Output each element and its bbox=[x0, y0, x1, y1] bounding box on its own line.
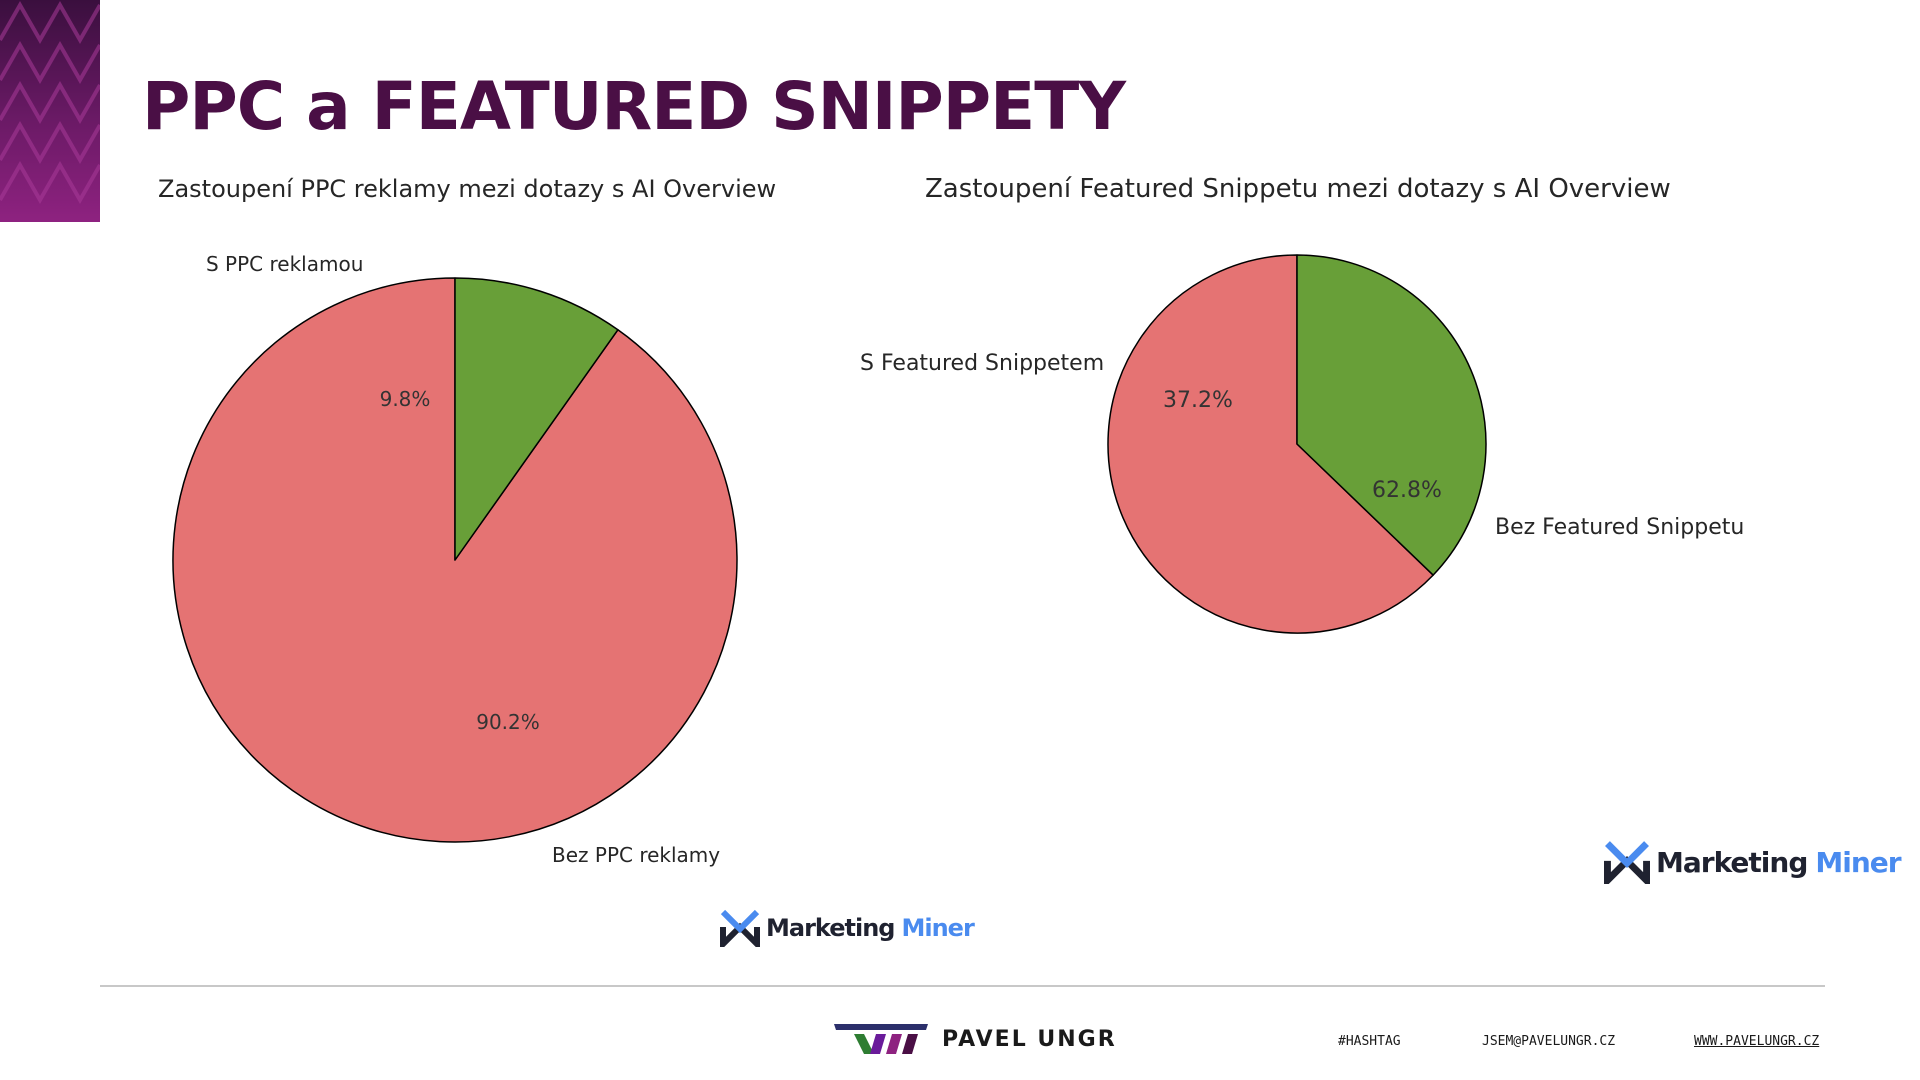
marketing-miner-icon bbox=[1604, 841, 1650, 884]
pavel-ungr-logo-icon bbox=[834, 1024, 928, 1054]
pie-featured-slice-0 bbox=[1107, 254, 1434, 634]
logo-word-marketing: Marketing bbox=[1656, 845, 1808, 879]
logo-word-miner: Miner bbox=[1815, 845, 1901, 879]
footer-hashtag[interactable]: #HASHTAG bbox=[1338, 1034, 1401, 1049]
footer-email-link[interactable]: JSEM@PAVELUNGR.CZ bbox=[1482, 1034, 1616, 1049]
marketing-miner-logo-right: Marketing Miner bbox=[1604, 840, 1902, 884]
chart-title-ppc: Zastoupení PPC reklamy mezi dotazy s AI … bbox=[158, 175, 776, 203]
footer-divider bbox=[100, 985, 1825, 987]
marketing-miner-icon bbox=[720, 909, 760, 947]
slice-label-s-ppc: S PPC reklamou bbox=[206, 252, 363, 276]
footer-website-link[interactable]: WWW.PAVELUNGR.CZ bbox=[1694, 1034, 1820, 1049]
slide-title: PPC a FEATURED SNIPPETY bbox=[142, 68, 1126, 145]
pct-label-bez-featured: 62.8% bbox=[1372, 478, 1442, 503]
slice-label-bez-featured: Bez Featured Snippetu bbox=[1495, 515, 1744, 540]
decorative-corner-pattern bbox=[0, 0, 100, 222]
footer-brand: PAVEL UNGR bbox=[834, 1022, 1117, 1056]
pie-ppc-slice-1 bbox=[454, 277, 619, 561]
pie-chart-ppc: Zastoupení PPC reklamy mezi dotazy s AI … bbox=[158, 175, 776, 867]
marketing-miner-logo-left: Marketing Miner bbox=[720, 909, 975, 947]
logo-word-marketing: Marketing bbox=[766, 914, 895, 942]
pie-featured-slice-1 bbox=[1296, 254, 1487, 576]
footer-brand-name: PAVEL UNGR bbox=[942, 1026, 1117, 1052]
slice-label-s-featured: S Featured Snippetem bbox=[860, 351, 1104, 376]
chart-title-featured-snippet: Zastoupení Featured Snippetu mezi dotazy… bbox=[925, 174, 1671, 204]
pct-label-s-featured: 37.2% bbox=[1163, 388, 1233, 413]
slice-label-bez-ppc: Bez PPC reklamy bbox=[552, 843, 720, 867]
pie-chart-featured-snippet: Zastoupení Featured Snippetu mezi dotazy… bbox=[860, 174, 1744, 634]
pct-label-bez-ppc: 90.2% bbox=[476, 710, 540, 734]
pct-label-s-ppc: 9.8% bbox=[380, 387, 431, 411]
logo-word-miner: Miner bbox=[901, 914, 974, 942]
